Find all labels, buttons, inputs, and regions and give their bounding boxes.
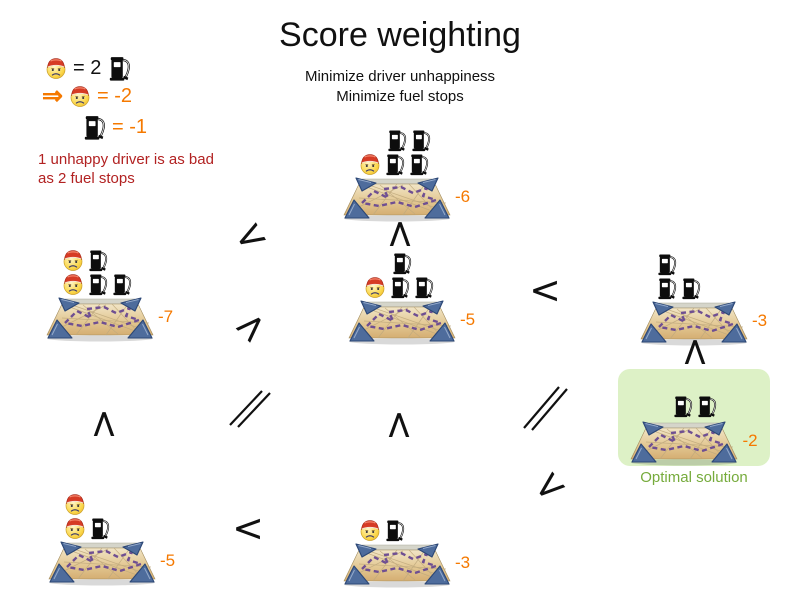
fuel-pump-icon bbox=[391, 251, 412, 275]
legend-equivalence-text: = 2 bbox=[73, 56, 102, 79]
score-label: -3 bbox=[752, 311, 768, 330]
legend-fuel-penalty: = -1 bbox=[82, 114, 147, 140]
legend-fuel-penalty-text: = -1 bbox=[112, 115, 148, 138]
score-label: -5 bbox=[460, 310, 476, 329]
optimal-solution-box: -2 bbox=[618, 369, 770, 466]
fuel-pump-icon bbox=[656, 252, 677, 276]
fuel-pump-icon bbox=[107, 55, 131, 81]
icon-stack bbox=[62, 248, 216, 296]
less-than-symbol: < bbox=[674, 336, 718, 368]
legend-driver-penalty-text: = -2 bbox=[96, 84, 132, 107]
score-label: -7 bbox=[158, 307, 174, 326]
icon-stack bbox=[359, 128, 513, 176]
less-than-symbol: < bbox=[522, 458, 576, 514]
solution-middle-right: -3 bbox=[640, 252, 800, 346]
fuel-pump-icon bbox=[82, 114, 106, 140]
score-label: -6 bbox=[455, 187, 471, 206]
solution-middle-center: -5 bbox=[348, 251, 518, 345]
solution-middle-left: -7 bbox=[46, 248, 216, 342]
unhappy-driver-icon bbox=[45, 56, 67, 80]
icon-row bbox=[64, 492, 218, 516]
map-illustration bbox=[46, 292, 154, 342]
icon-stack bbox=[672, 394, 717, 418]
score-label: -5 bbox=[160, 551, 176, 570]
legend-driver-equivalence: = 2 bbox=[45, 55, 131, 81]
legend-driver-penalty: ⇒ = -2 bbox=[42, 82, 132, 110]
less-than-symbol: < bbox=[225, 301, 279, 355]
solution-top-center: -6 bbox=[343, 128, 513, 222]
solution-bottom-center: -3 bbox=[343, 518, 513, 588]
less-than-symbol: < bbox=[83, 408, 127, 440]
parallel-slash-icon bbox=[523, 386, 568, 431]
map-illustration bbox=[343, 538, 451, 588]
less-than-symbol: < bbox=[379, 218, 423, 250]
fuel-pump-icon bbox=[672, 394, 693, 418]
less-than-symbol: < bbox=[529, 268, 561, 312]
note-line-1: 1 unhappy driver is as bad bbox=[38, 151, 214, 168]
map-illustration bbox=[48, 536, 156, 586]
fuel-pump-icon bbox=[410, 128, 431, 152]
fuel-pump-icon bbox=[386, 128, 407, 152]
implies-arrow-icon: ⇒ bbox=[42, 82, 63, 110]
less-than-symbol: < bbox=[225, 208, 275, 264]
subtitle: Minimize driver unhappiness Minimize fue… bbox=[0, 67, 800, 107]
subtitle-line-1: Minimize driver unhappiness bbox=[304, 68, 496, 85]
score-label: -3 bbox=[455, 553, 471, 572]
fuel-pump-icon bbox=[696, 394, 717, 418]
less-than-symbol: < bbox=[378, 409, 422, 441]
fuel-pump-icon bbox=[87, 248, 108, 272]
map-illustration bbox=[630, 416, 738, 466]
subtitle-line-2: Minimize fuel stops bbox=[336, 88, 464, 105]
parallel-slash-icon bbox=[229, 390, 271, 428]
score-label: -2 bbox=[742, 431, 758, 450]
icon-row bbox=[62, 248, 216, 272]
unhappy-driver-icon bbox=[69, 84, 91, 108]
icon-row bbox=[656, 252, 677, 276]
page-title: Score weighting bbox=[279, 16, 521, 54]
note-line-2: as 2 fuel stops bbox=[38, 170, 135, 187]
icon-row bbox=[386, 128, 513, 152]
icon-row bbox=[672, 394, 717, 418]
icon-row bbox=[391, 251, 518, 275]
icon-stack bbox=[364, 251, 518, 299]
icon-stack bbox=[656, 252, 800, 300]
unhappy-driver-icon bbox=[64, 492, 86, 516]
less-than-symbol: < bbox=[232, 506, 264, 550]
unhappy-driver-icon bbox=[62, 248, 84, 272]
map-illustration bbox=[348, 295, 456, 345]
solution-bottom-left: -5 bbox=[48, 492, 218, 586]
weighting-note: 1 unhappy driver is as bad as 2 fuel sto… bbox=[38, 150, 214, 188]
icon-stack bbox=[64, 492, 218, 540]
optimal-solution-label: Optimal solution bbox=[640, 469, 748, 486]
